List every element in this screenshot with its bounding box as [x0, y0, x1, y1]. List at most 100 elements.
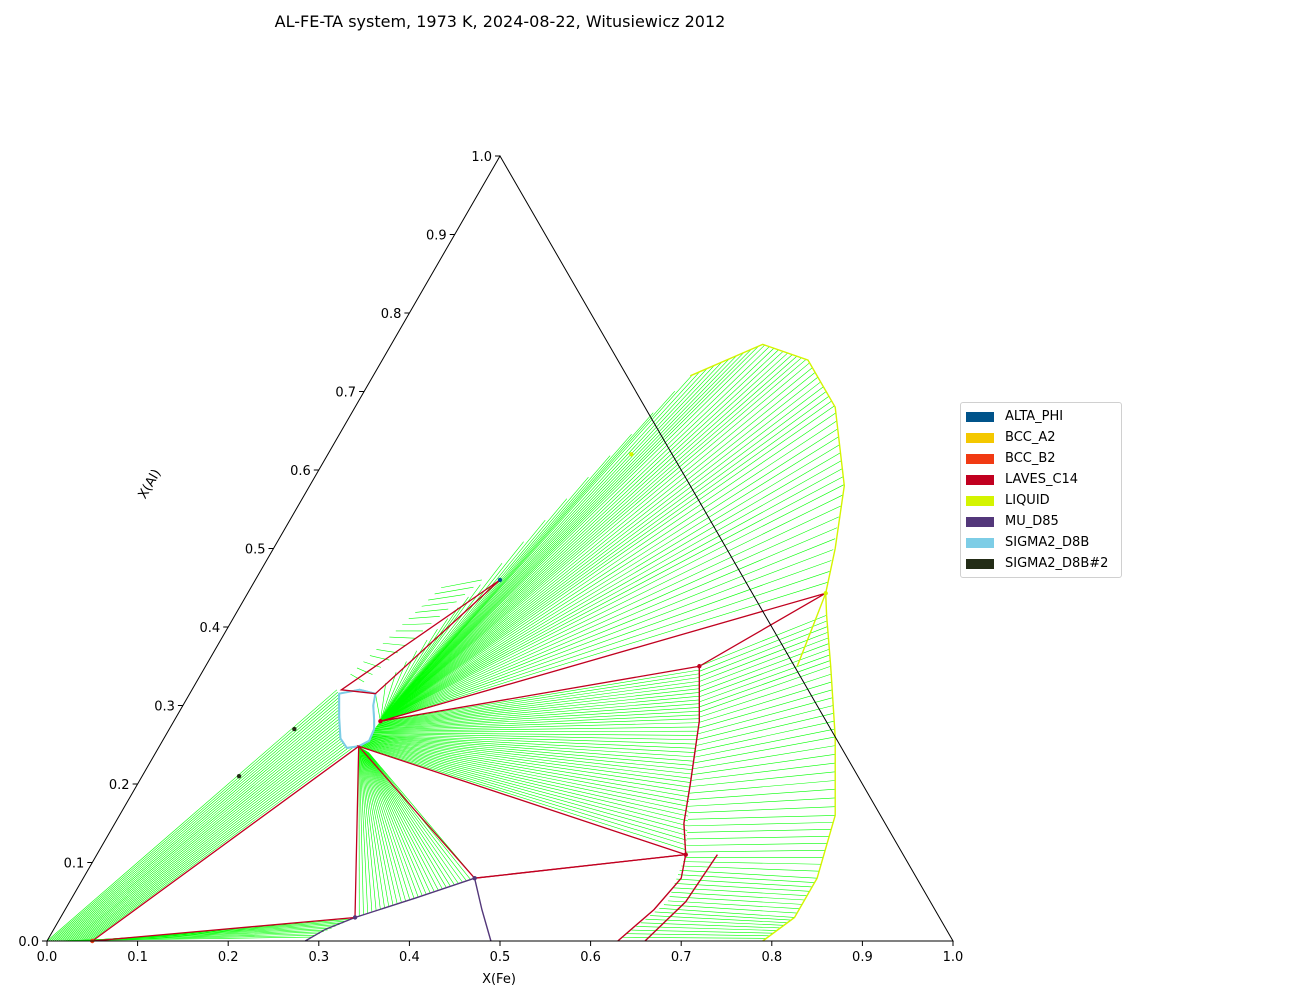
tie-line [380, 428, 838, 722]
tie-line [380, 560, 832, 722]
tie-line [46, 689, 338, 942]
tie-line [359, 746, 364, 915]
tie-line [379, 669, 700, 723]
tie-line [380, 368, 708, 722]
tie-line [84, 736, 356, 942]
y-tick-label: 0.0 [18, 935, 39, 950]
tie-line [363, 749, 415, 899]
tie-line [363, 749, 419, 898]
tie-line [699, 637, 829, 687]
invariant-points [90, 452, 828, 944]
legend-item: LIQUID [961, 490, 1121, 511]
tie-line [67, 715, 348, 942]
tie-line [380, 505, 841, 722]
legend-item: ALTA_PHI [961, 406, 1121, 427]
tie-line [372, 722, 700, 732]
tie-line [408, 616, 440, 619]
y-tick-label: 0.5 [245, 543, 266, 558]
tie-line [374, 707, 700, 729]
tie-line [363, 749, 423, 896]
tie-line [63, 710, 346, 942]
tie-line [60, 706, 344, 942]
tie-line [669, 896, 803, 905]
tie-line [380, 396, 830, 722]
tie-line [380, 346, 770, 722]
tie-line [380, 527, 838, 722]
three-phase-triangle [90, 744, 360, 942]
tie-line [380, 356, 798, 722]
tie-line [697, 697, 833, 735]
tie-line [372, 726, 699, 732]
tie-line [421, 601, 457, 607]
tie-line [365, 750, 447, 888]
tie-line [380, 562, 503, 722]
tie-line [364, 740, 690, 802]
tie-line [372, 730, 698, 733]
tie-line [360, 744, 688, 836]
tie-line [380, 596, 469, 722]
tie-line [365, 739, 691, 788]
invariant-point [497, 577, 503, 583]
tie-line [377, 684, 700, 725]
phase-boundaries [304, 343, 846, 942]
tie-line [686, 836, 830, 840]
tie-line [363, 741, 689, 807]
tie-line [380, 661, 407, 722]
phase-boundary-laves-c14 [683, 666, 700, 855]
legend-swatch [966, 516, 994, 527]
tie-line [75, 724, 351, 942]
tie-line [690, 762, 836, 781]
tie-line [361, 748, 394, 906]
tie-line [380, 672, 397, 722]
tie-line [380, 484, 845, 722]
chart-title: AL-FE-TA system, 1973 K, 2024-08-22, Wit… [274, 12, 726, 31]
tie-line [376, 692, 700, 726]
tie-line [69, 717, 348, 942]
tie-line [691, 754, 836, 775]
legend-swatch [966, 495, 994, 506]
legend-label: LAVES_C14 [1005, 472, 1079, 487]
tie-line [699, 643, 829, 692]
tie-line [380, 355, 737, 722]
tie-line [367, 737, 692, 775]
invariant-point [236, 773, 242, 779]
tie-line [88, 741, 358, 942]
tie-line [699, 614, 827, 667]
tie-line [380, 412, 654, 722]
x-axis-label: X(Fe) [482, 972, 516, 987]
legend-item: SIGMA2_D8B#2 [961, 553, 1121, 574]
tie-line [366, 751, 451, 887]
tie-line [363, 741, 689, 812]
tie-line [627, 933, 770, 937]
legend-label: ALTA_PHI [1005, 409, 1064, 424]
tie-line [650, 915, 788, 923]
tie-line [676, 878, 813, 888]
tie-line [654, 911, 791, 921]
x-tick-label: 1.0 [943, 950, 964, 965]
tie-line [363, 661, 382, 668]
tie-line [380, 584, 481, 722]
tie-line [380, 405, 835, 722]
tie-line [667, 900, 800, 910]
tie-line [360, 744, 687, 841]
tie-line [365, 750, 443, 890]
legend: ALTA_PHI BCC_A2 BCC_B2 LAVES_C14 LIQUID MU_D8… [960, 402, 1122, 578]
tie-line [380, 519, 546, 722]
tie-line [380, 362, 810, 722]
phase-boundary-mu-d85 [304, 877, 492, 942]
tie-line [380, 365, 715, 722]
tie-line [690, 771, 836, 787]
tie-line [364, 750, 435, 892]
tie-line [389, 636, 415, 639]
tie-line [367, 751, 467, 882]
tie-line [71, 720, 349, 942]
tie-line [379, 673, 700, 723]
tie-line [415, 608, 449, 613]
tie-line [380, 358, 730, 722]
tie-line [380, 476, 844, 722]
tie-line [380, 549, 834, 722]
tie-line [699, 660, 831, 708]
y-tick-label: 0.4 [200, 621, 221, 636]
y-tick-label: 0.8 [381, 307, 402, 322]
